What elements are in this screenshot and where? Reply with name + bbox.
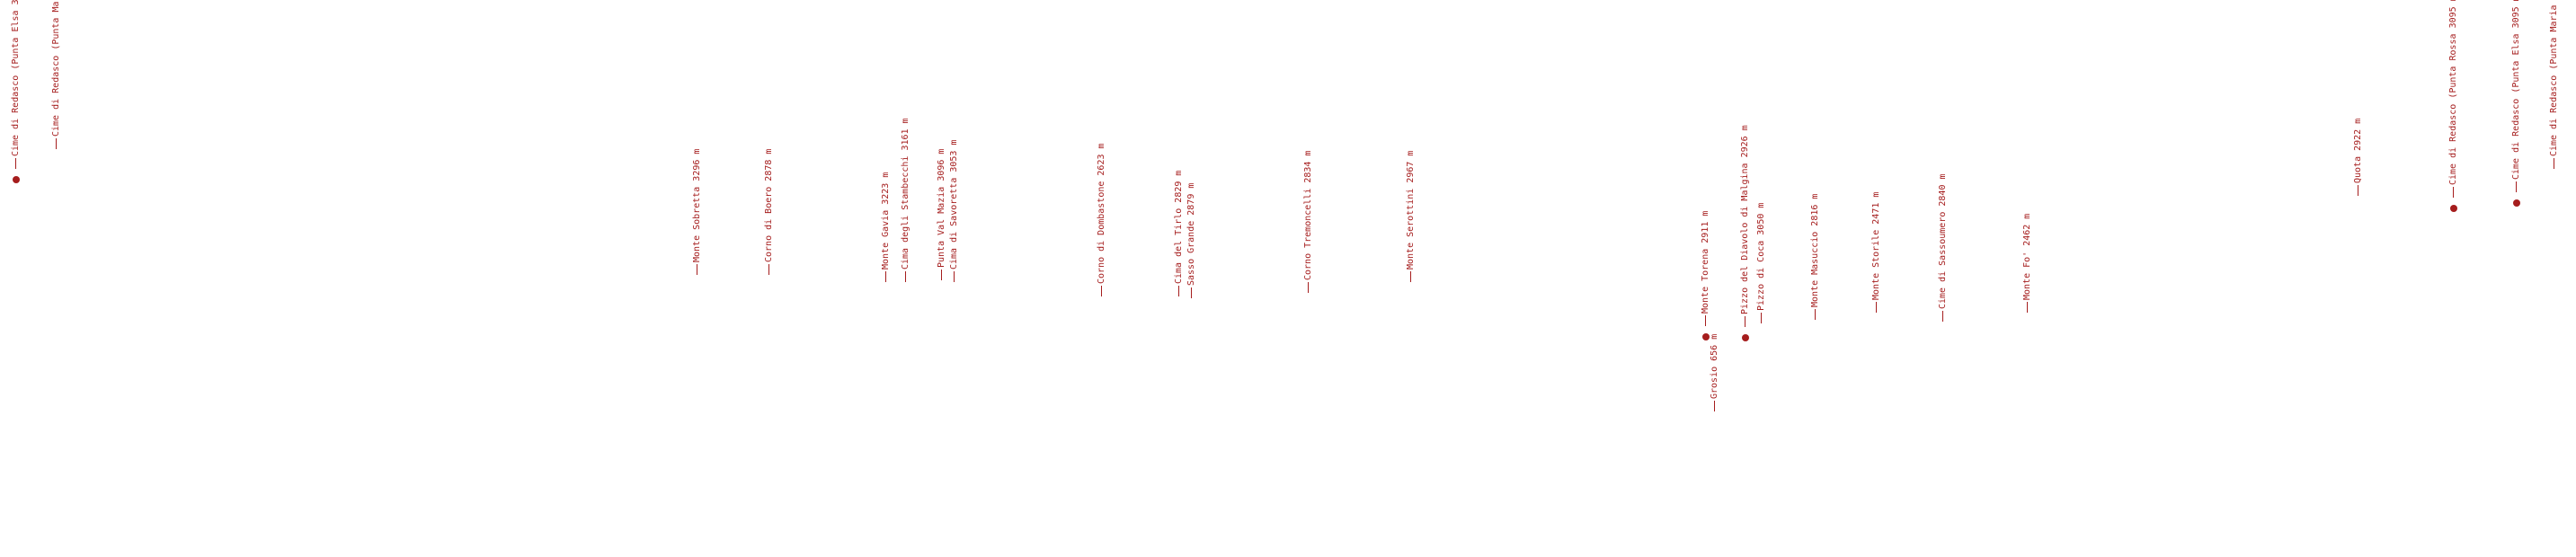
peak-dot [2450, 205, 2457, 212]
peak-label: Corno Tremoncelli 2834 m [1303, 150, 1314, 293]
peak-name: Cima degli Stambecchi 3161 m [901, 118, 910, 270]
peak-label: Cime di Redasco (Punta Elsa 3095 m) [2511, 0, 2522, 192]
peak-label: Monte Fo' 2462 m [2022, 214, 2033, 313]
peak-label: Quota 2922 m [2353, 119, 2364, 196]
tick-line [953, 271, 955, 282]
tick-line [14, 158, 16, 169]
peak-label: Grosio 656 m [1710, 334, 1720, 411]
peak-label: Cime di Redasco (Punta Elsa 3095 m) [11, 0, 22, 169]
peak-label: Monte Gavia 3223 m [881, 172, 892, 282]
peak-name: Cime di Sassoumero 2840 m [1938, 173, 1948, 309]
tick-line [1875, 302, 1877, 313]
peak-name: Corno di Boero 2878 m [764, 148, 774, 262]
tick-line [2452, 187, 2454, 198]
peak-label: Cime di Redasco (Punta Maria 3139 m) [2549, 0, 2560, 169]
peak-name: Monte Storile 2471 m [1871, 191, 1881, 300]
tick-line [1704, 315, 1706, 326]
tick-line [1100, 286, 1102, 296]
peak-name: Monte Sobretta 3296 m [692, 148, 702, 262]
peak-label: Cima degli Stambecchi 3161 m [901, 118, 911, 282]
tick-line [1190, 287, 1192, 298]
peak-name: Cime di Redasco (Punta Maria 3139 m) [51, 0, 61, 137]
peak-label: Corno di Boero 2878 m [764, 149, 775, 275]
peak-dot [2513, 199, 2520, 207]
tick-line [2026, 302, 2028, 313]
peak-label: Monte Serottini 2967 m [1406, 151, 1417, 282]
peak-name: Monte Serottini 2967 m [1406, 150, 1416, 270]
peak-name: Monte Fo' 2462 m [2022, 213, 2032, 300]
peak-label: Monte Storile 2471 m [1871, 192, 1882, 313]
tick-line [768, 264, 769, 275]
peak-name: Sasso Grande 2879 m [1186, 182, 1196, 286]
peak-label: Cima del Tirlo 2829 m [1174, 171, 1185, 296]
peak-name: Grosio 656 m [1710, 333, 1719, 399]
peak-name: Cima di Savoretta 3053 m [949, 139, 959, 270]
peak-label: Cime di Redasco (Punta Rossa 3095 m) [2448, 0, 2459, 198]
peak-name: Monte Torena 2911 m [1701, 210, 1710, 314]
peak-name: Pizzo del Diavolo di Malgina 2926 m [1740, 125, 1750, 314]
peak-name: Corno Tremoncelli 2834 m [1303, 150, 1313, 281]
peak-label: Cime di Sassoumero 2840 m [1938, 173, 1949, 322]
tick-line [1941, 311, 1943, 322]
peak-label: Monte Sobretta 3296 m [692, 149, 703, 275]
tick-line [55, 138, 57, 149]
peak-dot [1742, 334, 1749, 341]
peak-name: Monte Masuccio 2816 m [1810, 193, 1820, 307]
peak-label: Punta Val Mazia 3096 m [937, 149, 947, 280]
tick-line [1713, 401, 1715, 411]
peak-name: Cime di Redasco (Punta Maria 3139 m) [2549, 0, 2559, 156]
tick-line [1409, 271, 1411, 282]
peak-name: Cima del Tirlo 2829 m [1174, 170, 1184, 284]
peak-name: Pizzo di Coca 3050 m [1756, 202, 1766, 311]
peak-name: Cime di Redasco (Punta Elsa 3095 m) [11, 0, 21, 156]
peak-label: Pizzo del Diavolo di Malgina 2926 m [1740, 125, 1751, 327]
peak-name: Corno di Dombastone 2623 m [1097, 143, 1106, 284]
peak-label: Pizzo di Coca 3050 m [1756, 203, 1767, 323]
peak-label: Cime di Redasco (Punta Maria 3139 m) [51, 0, 62, 149]
peak-label: Sasso Grande 2879 m [1186, 183, 1197, 298]
peak-dot [13, 176, 20, 183]
peak-dot [1702, 333, 1710, 340]
peak-name: Cime di Redasco (Punta Rossa 3095 m) [2448, 0, 2458, 185]
tick-line [884, 271, 886, 282]
tick-line [1177, 286, 1179, 296]
peak-name: Quota 2922 m [2353, 118, 2363, 183]
peak-name: Cime di Redasco (Punta Elsa 3095 m) [2511, 0, 2521, 180]
peak-label: Monte Torena 2911 m [1701, 211, 1711, 326]
tick-line [940, 270, 942, 280]
tick-line [1307, 282, 1309, 293]
tick-line [2515, 181, 2517, 192]
peak-name: Monte Gavia 3223 m [881, 172, 891, 270]
tick-line [1760, 313, 1762, 323]
tick-line [1814, 309, 1816, 320]
peak-name: Punta Val Mazia 3096 m [937, 148, 946, 268]
peak-label: Corno di Dombastone 2623 m [1097, 143, 1107, 296]
peak-label: Monte Masuccio 2816 m [1810, 194, 1821, 320]
peak-label: Cima di Savoretta 3053 m [949, 139, 960, 282]
tick-line [904, 271, 906, 282]
